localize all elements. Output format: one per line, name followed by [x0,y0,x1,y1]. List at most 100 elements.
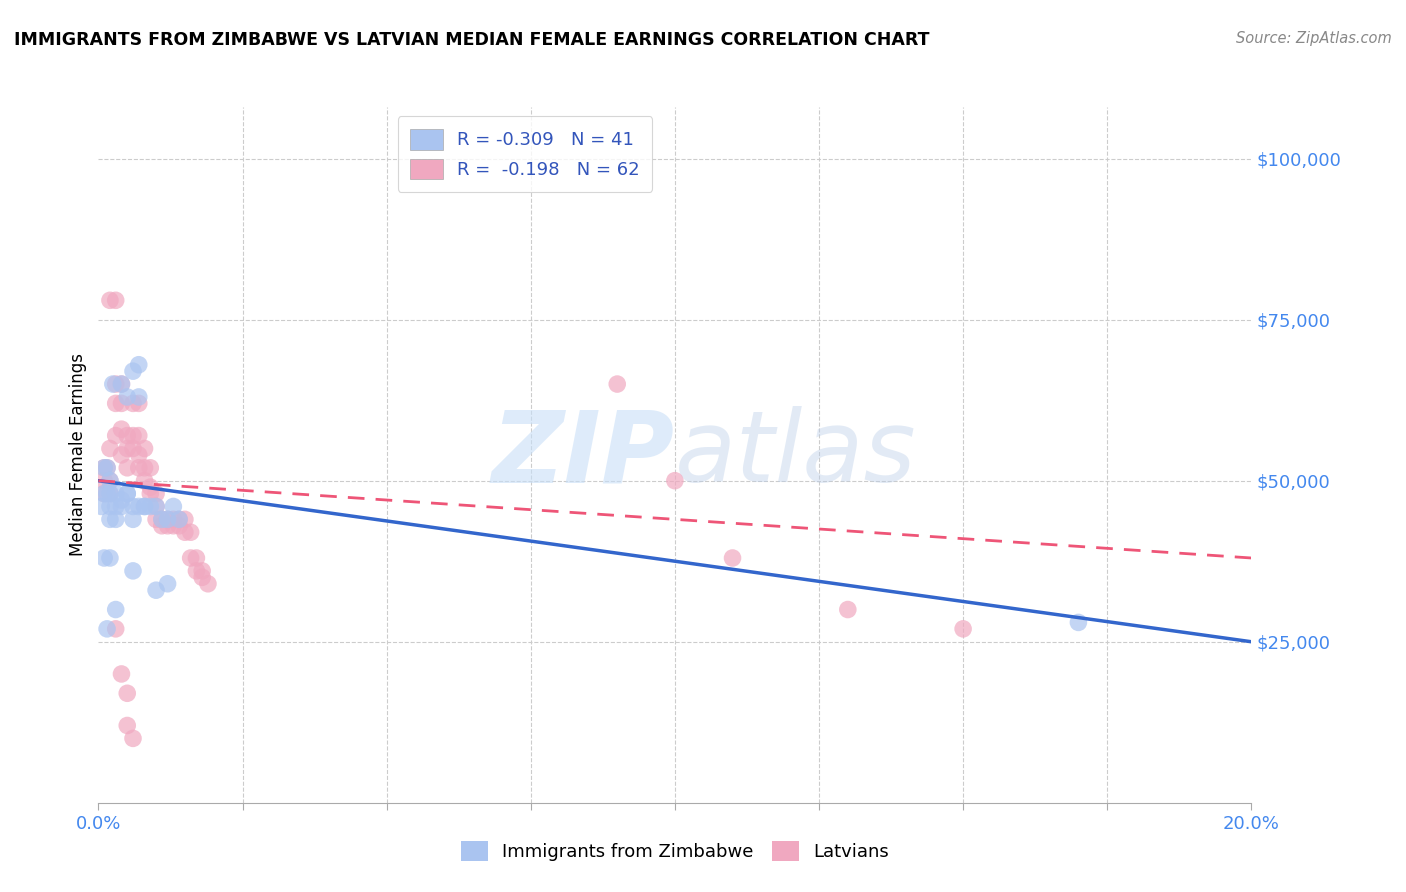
Point [110,377,132,392]
Point [93,486,115,500]
Point [117,460,139,475]
Point [98,293,121,308]
Point [606,377,628,392]
Point [128,428,150,442]
Point [93,474,115,488]
Point [98,442,121,456]
Point [186,564,208,578]
Point [139,500,162,514]
Point [180,525,202,540]
Text: IMMIGRANTS FROM ZIMBABWE VS LATVIAN MEDIAN FEMALE EARNINGS CORRELATION CHART: IMMIGRANTS FROM ZIMBABWE VS LATVIAN MEDI… [14,31,929,49]
Point [162,500,184,514]
Point [104,486,127,500]
Point [191,564,214,578]
Point [110,377,132,392]
Point [122,564,145,578]
Point [145,500,167,514]
Point [117,486,139,500]
Point [167,512,190,526]
Point [145,500,167,514]
Point [128,460,150,475]
Point [96,460,118,475]
Point [180,551,202,566]
Point [93,486,115,500]
Point [150,512,173,526]
Point [101,377,124,392]
Point [139,486,162,500]
Point [98,551,121,566]
Point [98,512,121,526]
Point [117,428,139,442]
Point [104,293,127,308]
Point [128,396,150,410]
Point [134,500,156,514]
Point [104,428,127,442]
Point [134,500,156,514]
Point [104,622,127,636]
Point [93,551,115,566]
Point [128,500,150,514]
Point [117,686,139,700]
Point [98,486,121,500]
Point [134,474,156,488]
Point [197,576,219,591]
Point [117,390,139,404]
Point [104,602,127,616]
Point [167,518,190,533]
Point [186,551,208,566]
Point [952,622,974,636]
Point [104,512,127,526]
Point [162,518,184,533]
Point [117,486,139,500]
Point [122,500,145,514]
Point [93,460,115,475]
Point [145,583,167,598]
Point [117,718,139,732]
Point [98,486,121,500]
Point [104,396,127,410]
Text: atlas: atlas [675,407,917,503]
Point [156,518,179,533]
Point [110,448,132,462]
Point [110,500,132,514]
Point [167,512,190,526]
Point [156,512,179,526]
Point [110,493,132,508]
Point [122,731,145,746]
Point [128,358,150,372]
Point [96,460,118,475]
Point [104,500,127,514]
Point [139,460,162,475]
Point [110,667,132,681]
Point [139,480,162,494]
Point [122,396,145,410]
Point [110,422,132,436]
Point [122,428,145,442]
Point [98,500,121,514]
Point [128,390,150,404]
Point [174,525,197,540]
Point [145,512,167,526]
Point [162,512,184,526]
Point [1067,615,1090,630]
Point [122,442,145,456]
Point [98,474,121,488]
Point [837,602,859,616]
Point [134,442,156,456]
Point [145,486,167,500]
Point [156,576,179,591]
Y-axis label: Median Female Earnings: Median Female Earnings [69,353,87,557]
Legend: Immigrants from Zimbabwe, Latvians: Immigrants from Zimbabwe, Latvians [451,832,898,871]
Point [110,396,132,410]
Point [156,512,179,526]
Point [191,570,214,584]
Point [174,512,197,526]
Point [90,500,112,514]
Point [134,460,156,475]
Point [150,518,173,533]
Point [122,512,145,526]
Point [122,364,145,378]
Point [96,622,118,636]
Point [150,512,173,526]
Point [104,377,127,392]
